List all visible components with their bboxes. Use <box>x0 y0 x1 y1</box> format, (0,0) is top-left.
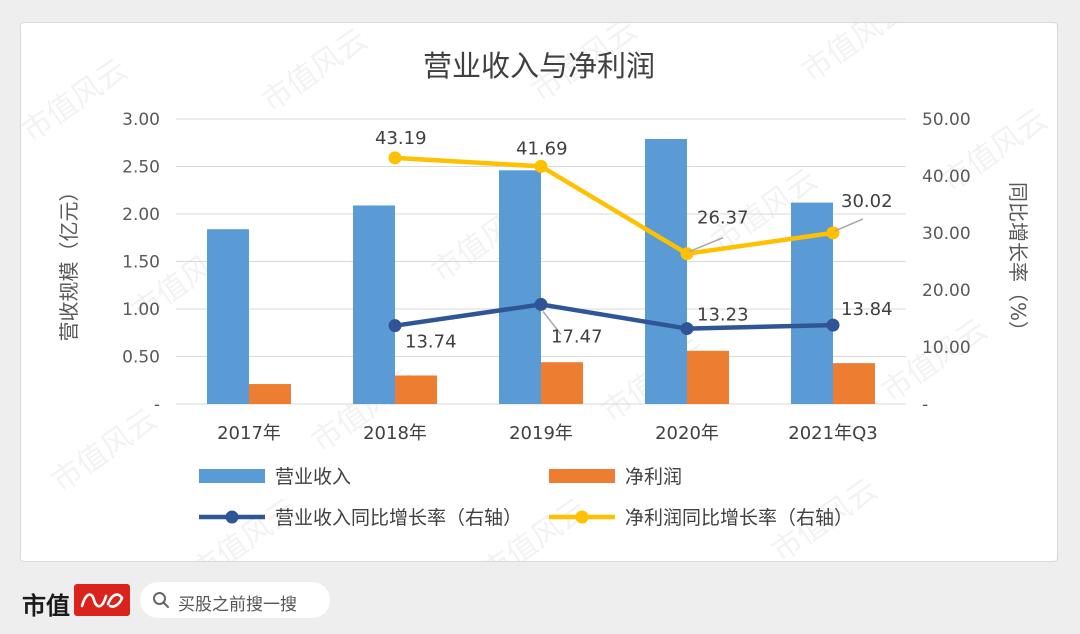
watermark-text: 市值风云 <box>876 312 994 409</box>
revenue-growth-line <box>394 302 834 331</box>
y-left-tick-label: - <box>154 395 160 415</box>
y-left-tick-label: 0.50 <box>122 348 160 368</box>
legend-revenue-swatch <box>199 469 265 483</box>
brand-name: 市值 <box>22 591 70 620</box>
y-left-tick-label: 1.00 <box>122 300 160 320</box>
chart-title: 营业收入与净利润 <box>423 49 655 83</box>
footer-bar: 市值 买股之前搜一搜 <box>0 566 1080 634</box>
watermark-text: 市值风云 <box>46 402 164 499</box>
y-left-tick-label: 2.50 <box>122 158 160 178</box>
x-tick-label: 2020年 <box>655 423 719 444</box>
revenue-growth-data-label: 13.84 <box>841 299 893 320</box>
y-left-tick-label: 3.00 <box>122 110 160 130</box>
y-right-tick-label: 40.00 <box>922 167 971 187</box>
data-label-leader <box>688 236 724 253</box>
data-label-leader <box>834 218 864 232</box>
y-right-tick-label: 30.00 <box>922 224 971 244</box>
x-tick-label: 2017年 <box>217 423 281 444</box>
y-left-tick-label: 2.00 <box>122 205 160 225</box>
revenue-growth-point <box>680 322 694 336</box>
revenue-bar <box>645 138 687 404</box>
legend-revenue-growth-marker <box>225 510 239 524</box>
net-profit-growth-data-label: 30.02 <box>841 191 893 212</box>
legend-net-profit-growth-marker <box>575 510 589 524</box>
y-right-tick-label: 10.00 <box>922 338 971 358</box>
revenue-growth-data-label: 13.74 <box>405 332 457 353</box>
y-right-axis-label: 同比增长率（%） <box>1006 182 1030 341</box>
net-profit-bar <box>395 375 437 404</box>
watermark-text: 市值风云 <box>256 23 374 120</box>
legend-net-profit-label: 净利润 <box>625 466 682 488</box>
y-left-axis-label: 营收规模（亿元） <box>57 182 81 342</box>
y-right-tick-label: 20.00 <box>922 281 971 301</box>
net-profit-growth-point <box>826 226 840 240</box>
legend-revenue-growth-label: 营业收入同比增长率（右轴） <box>275 507 522 529</box>
chart-card: 市值风云 市值风云 市值风云 市值风云 市值风云 市值风云 市值风云 市值风云 市值风云 市值风云… <box>20 22 1058 562</box>
legend-revenue-label: 营业收入 <box>275 466 351 488</box>
net-profit-growth-data-label: 43.19 <box>375 128 427 149</box>
search-icon <box>152 591 170 613</box>
x-tick-label: 2021年Q3 <box>788 423 877 444</box>
revenue-growth-data-label: 13.23 <box>697 305 749 326</box>
y-right-tick-label: - <box>922 395 928 415</box>
net-profit-bar <box>833 363 875 404</box>
revenue-bar <box>207 229 249 404</box>
net-profit-growth-point <box>680 247 694 261</box>
x-tick-label: 2019年 <box>509 423 573 444</box>
watermark-text: 市值风云 <box>21 52 134 149</box>
y-right-tick-label: 50.00 <box>922 110 971 130</box>
net-profit-bar <box>249 384 291 404</box>
revenue-bar <box>499 170 541 404</box>
net-profit-growth-line <box>394 155 834 256</box>
revenue-growth-point <box>534 297 548 311</box>
legend-net-profit-swatch <box>549 469 615 483</box>
revenue-growth-point <box>826 318 840 332</box>
search-pill[interactable]: 买股之前搜一搜 <box>140 582 330 618</box>
data-label-leader <box>542 310 562 335</box>
net-profit-bar <box>541 362 583 404</box>
revenue-growth-data-label: 17.47 <box>551 326 603 347</box>
net-profit-bar <box>687 350 729 404</box>
legend-net-profit-growth-label: 净利润同比增长率（右轴） <box>625 507 853 529</box>
net-profit-growth-data-label: 26.37 <box>697 208 749 229</box>
revenue-growth-point <box>388 319 402 333</box>
x-tick-label: 2018年 <box>363 423 427 444</box>
net-profit-growth-point <box>388 151 402 165</box>
net-profit-growth-data-label: 41.69 <box>516 138 568 159</box>
search-label: 买股之前搜一搜 <box>178 595 297 615</box>
revenue-bar <box>353 205 395 404</box>
brand-seal-logo <box>74 584 130 616</box>
watermark-text: 市值风云 <box>796 23 914 90</box>
net-profit-growth-point <box>534 159 548 173</box>
y-left-tick-label: 1.50 <box>122 253 160 273</box>
